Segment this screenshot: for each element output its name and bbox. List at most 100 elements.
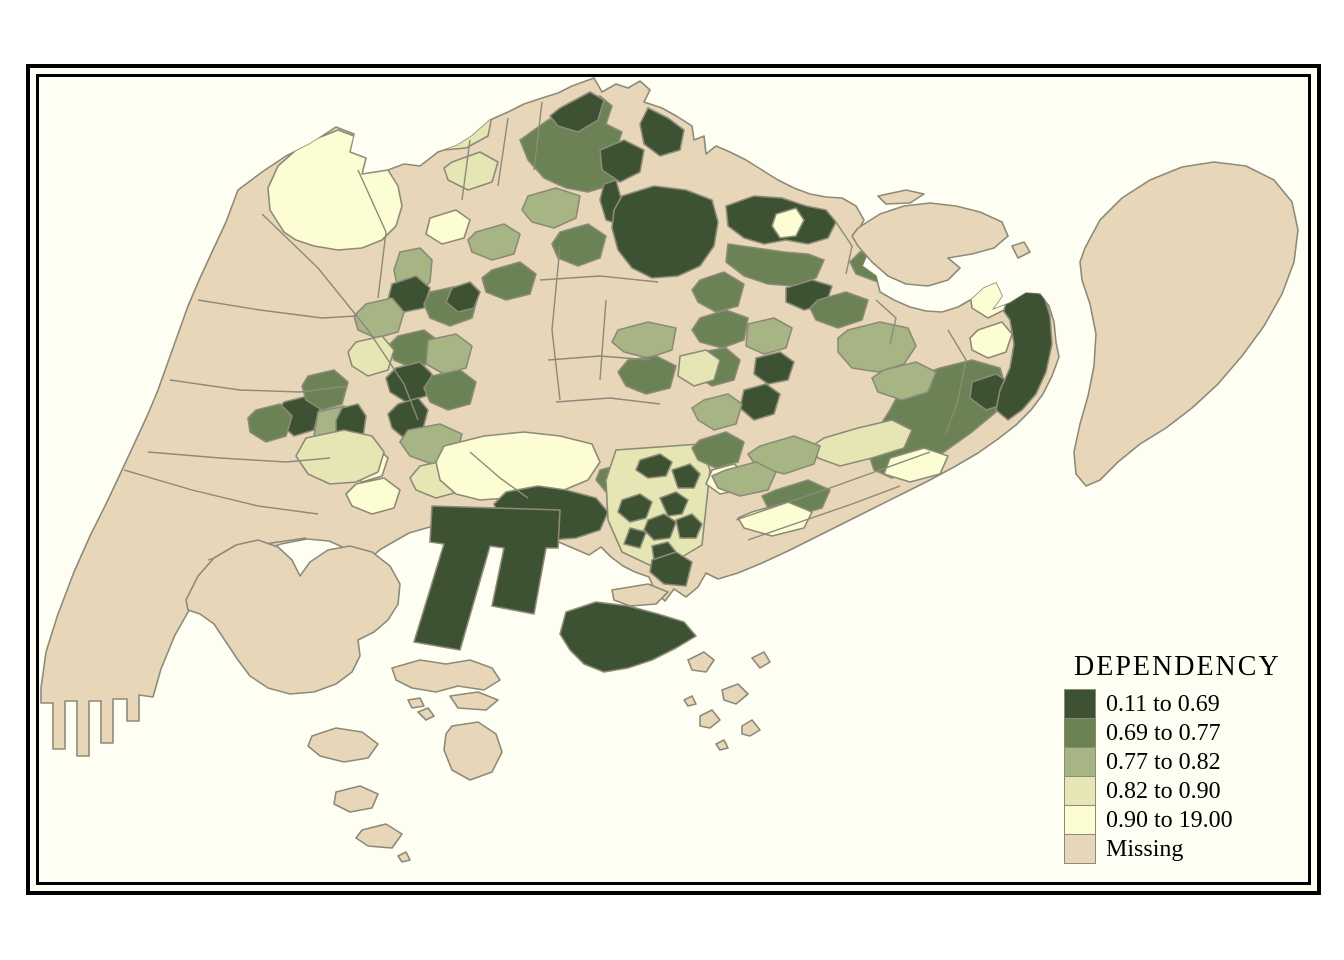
subzone [649,551,693,587]
subzone [551,223,607,267]
subzone [599,139,645,183]
legend-label: 0.82 to 0.90 [1106,778,1221,804]
subzone [969,321,1013,359]
pulau-ubin [851,202,1009,287]
subzone-boundary [875,299,897,345]
map-svg [39,77,1308,882]
subzone-boundary [147,451,331,463]
subzone [295,429,385,485]
island-jong [715,739,729,751]
subzone-boundary [551,245,561,401]
sentosa [559,601,697,673]
legend-entries: 0.11 to 0.69 0.69 to 0.77 0.77 to 0.82 0.82… [1064,689,1324,864]
legend-row: 0.11 to 0.69 [1064,689,1324,719]
legend-row: Missing [1064,834,1324,864]
subzone [753,351,795,385]
map-legend: DEPENDENCY 0.11 to 0.69 0.69 to 0.77 0.77 … [1064,651,1324,864]
legend-label: 0.90 to 19.00 [1106,807,1233,833]
legend-label: 0.11 to 0.69 [1106,691,1220,717]
pulau-brani [611,583,669,607]
subzone-boundary [747,485,901,541]
island-semakau [443,721,503,781]
legend-swatch-m [1064,834,1096,864]
island-jong-2 [683,695,697,707]
legend-swatch-c4 [1064,776,1096,806]
island-sisters-2 [741,719,761,737]
island-stjohn [687,651,715,673]
jurong-island [185,539,401,695]
subzone [677,349,721,387]
subzone [549,91,605,133]
legend-label: 0.77 to 0.82 [1106,749,1221,775]
island-bukum-2 [449,691,499,711]
subzone [617,493,653,523]
subzone-boundary [469,451,529,499]
legend-label: Missing [1106,836,1184,862]
subzone-boundary [945,329,967,435]
map-canvas: DEPENDENCY 0.11 to 0.69 0.69 to 0.77 0.77 … [39,77,1308,882]
subzone-boundary [497,117,509,187]
subzone-boundary [599,299,607,381]
island-bukum-3 [407,697,425,709]
subzone-boundary [539,275,659,283]
legend-swatch-c2 [1064,718,1096,748]
subzone [425,333,473,375]
legend-title: DEPENDENCY [1074,651,1281,682]
subzone-boundary [547,355,651,361]
subzone [675,513,703,539]
island-senang [355,823,403,849]
subzone [635,453,673,479]
subzone [247,403,293,443]
subzone [445,281,481,313]
subzone-boundary [197,299,357,319]
legend-label: 0.69 to 0.77 [1106,720,1221,746]
subzone [467,223,521,261]
subzone-boundary [123,469,319,515]
subzone-boundary [357,169,387,299]
map-frame-outer: DEPENDENCY 0.11 to 0.69 0.69 to 0.77 0.77 … [26,64,1321,895]
pulau-tekong [1073,161,1299,487]
subzone-boundary [461,139,471,201]
subzone [423,369,477,411]
subzone [345,477,401,515]
legend-swatch-c1 [1064,689,1096,719]
subzone [995,287,1053,421]
subzone [267,129,403,251]
legend-swatch-c3 [1064,747,1096,777]
subzone [691,271,745,313]
subzone [883,447,949,483]
island-pawai [333,785,379,813]
island-hantu [417,707,435,721]
port-terminals [413,505,561,651]
subzone [745,317,793,355]
subzone-patches [123,91,1053,587]
subzone [747,435,821,475]
subzone [725,243,825,287]
subzone [301,369,349,411]
subzone-boundary [533,101,543,171]
subzone [691,431,745,469]
island-sisters [699,709,721,729]
subzone-boundary [169,379,349,393]
island-tiny [397,851,411,863]
ubin-islet [1011,241,1031,259]
legend-row: 0.90 to 19.00 [1064,805,1324,835]
subzone [771,207,805,239]
subzone [659,491,689,517]
map-frame-inner: DEPENDENCY 0.11 to 0.69 0.69 to 0.77 0.77 … [36,74,1311,885]
subzone-boundary [555,397,661,405]
island-bukum [391,659,501,693]
island-tekukor [751,651,771,669]
subzone [711,461,777,497]
subzone [643,513,677,541]
subzone [425,209,471,245]
legend-row: 0.77 to 0.82 [1064,747,1324,777]
subzone [443,151,499,191]
subzone [871,361,937,401]
subzone [691,309,749,349]
subzone [623,527,647,549]
subzone-boundary [261,213,419,421]
subzone [347,335,395,377]
legend-row: 0.82 to 0.90 [1064,776,1324,806]
main-island [40,77,1060,757]
